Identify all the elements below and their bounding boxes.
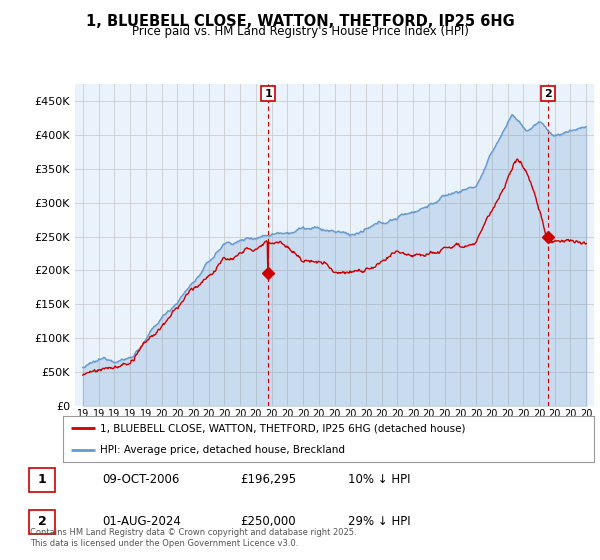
Text: £196,295: £196,295 [240,473,296,487]
Text: £250,000: £250,000 [240,515,296,529]
Text: Price paid vs. HM Land Registry's House Price Index (HPI): Price paid vs. HM Land Registry's House … [131,25,469,38]
Text: 2: 2 [38,515,46,529]
Text: 29% ↓ HPI: 29% ↓ HPI [348,515,410,529]
Text: 10% ↓ HPI: 10% ↓ HPI [348,473,410,487]
Text: 09-OCT-2006: 09-OCT-2006 [102,473,179,487]
Text: 1: 1 [264,88,272,99]
Text: 1, BLUEBELL CLOSE, WATTON, THETFORD, IP25 6HG (detached house): 1, BLUEBELL CLOSE, WATTON, THETFORD, IP2… [100,423,466,433]
Text: HPI: Average price, detached house, Breckland: HPI: Average price, detached house, Brec… [100,445,345,455]
Text: 01-AUG-2024: 01-AUG-2024 [102,515,181,529]
Text: 2: 2 [544,88,552,99]
Text: 1, BLUEBELL CLOSE, WATTON, THETFORD, IP25 6HG: 1, BLUEBELL CLOSE, WATTON, THETFORD, IP2… [86,14,514,29]
Text: Contains HM Land Registry data © Crown copyright and database right 2025.
This d: Contains HM Land Registry data © Crown c… [30,528,356,548]
Text: 1: 1 [38,473,46,487]
